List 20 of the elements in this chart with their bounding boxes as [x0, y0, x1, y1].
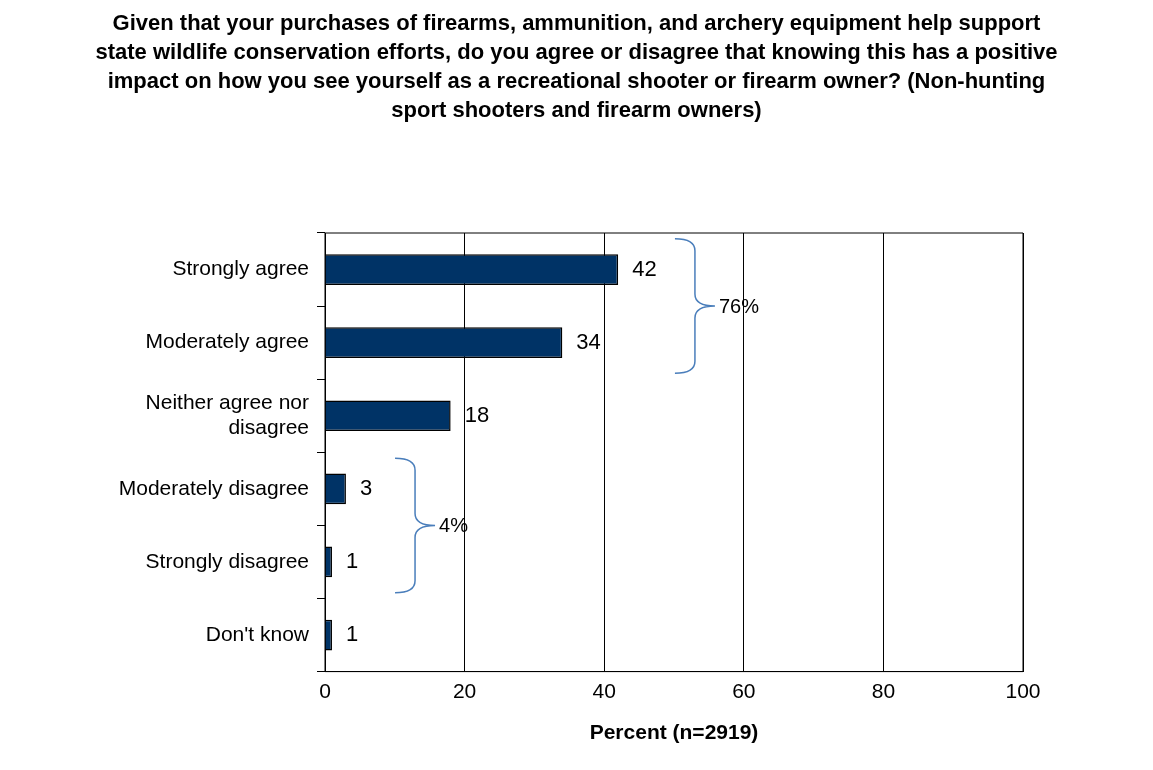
data-label: 34	[576, 328, 601, 354]
data-label: 1	[345, 548, 359, 574]
data-label: 3	[359, 474, 373, 500]
x-tick-label: 0	[319, 679, 331, 702]
data-label: 18	[464, 401, 490, 427]
x-tick-label: 40	[592, 679, 616, 702]
y-tick-label: Moderately agree	[145, 329, 309, 353]
data-label: 1	[345, 621, 359, 647]
y-tick-label: Don't know	[205, 621, 310, 645]
x-tick-label: 80	[871, 679, 896, 702]
data-label: 42	[632, 255, 657, 281]
y-tick-label: Neither agree nor disagree	[145, 389, 309, 439]
y-tick-label: Moderately disagree	[118, 475, 309, 499]
chart-title: Given that your purchases of firearms, ammunition, and archery equipment help support state wildlife conservation efforts, do you agree or disagree that knowing this has a positive impact on how you see yourself as a recreational shooter or firearm owner? (Non-hunting sport shooters and firearm owners)	[94, 9, 1059, 124]
x-tick-label: 20	[452, 679, 477, 702]
x-tick-label: 100	[1005, 679, 1041, 702]
x-axis-title: Percent (n=2919)	[589, 720, 759, 744]
y-tick-label: Strongly disagree	[145, 548, 309, 572]
y-tick-label: Strongly agree	[172, 256, 309, 280]
x-tick-label: 60	[732, 679, 756, 702]
